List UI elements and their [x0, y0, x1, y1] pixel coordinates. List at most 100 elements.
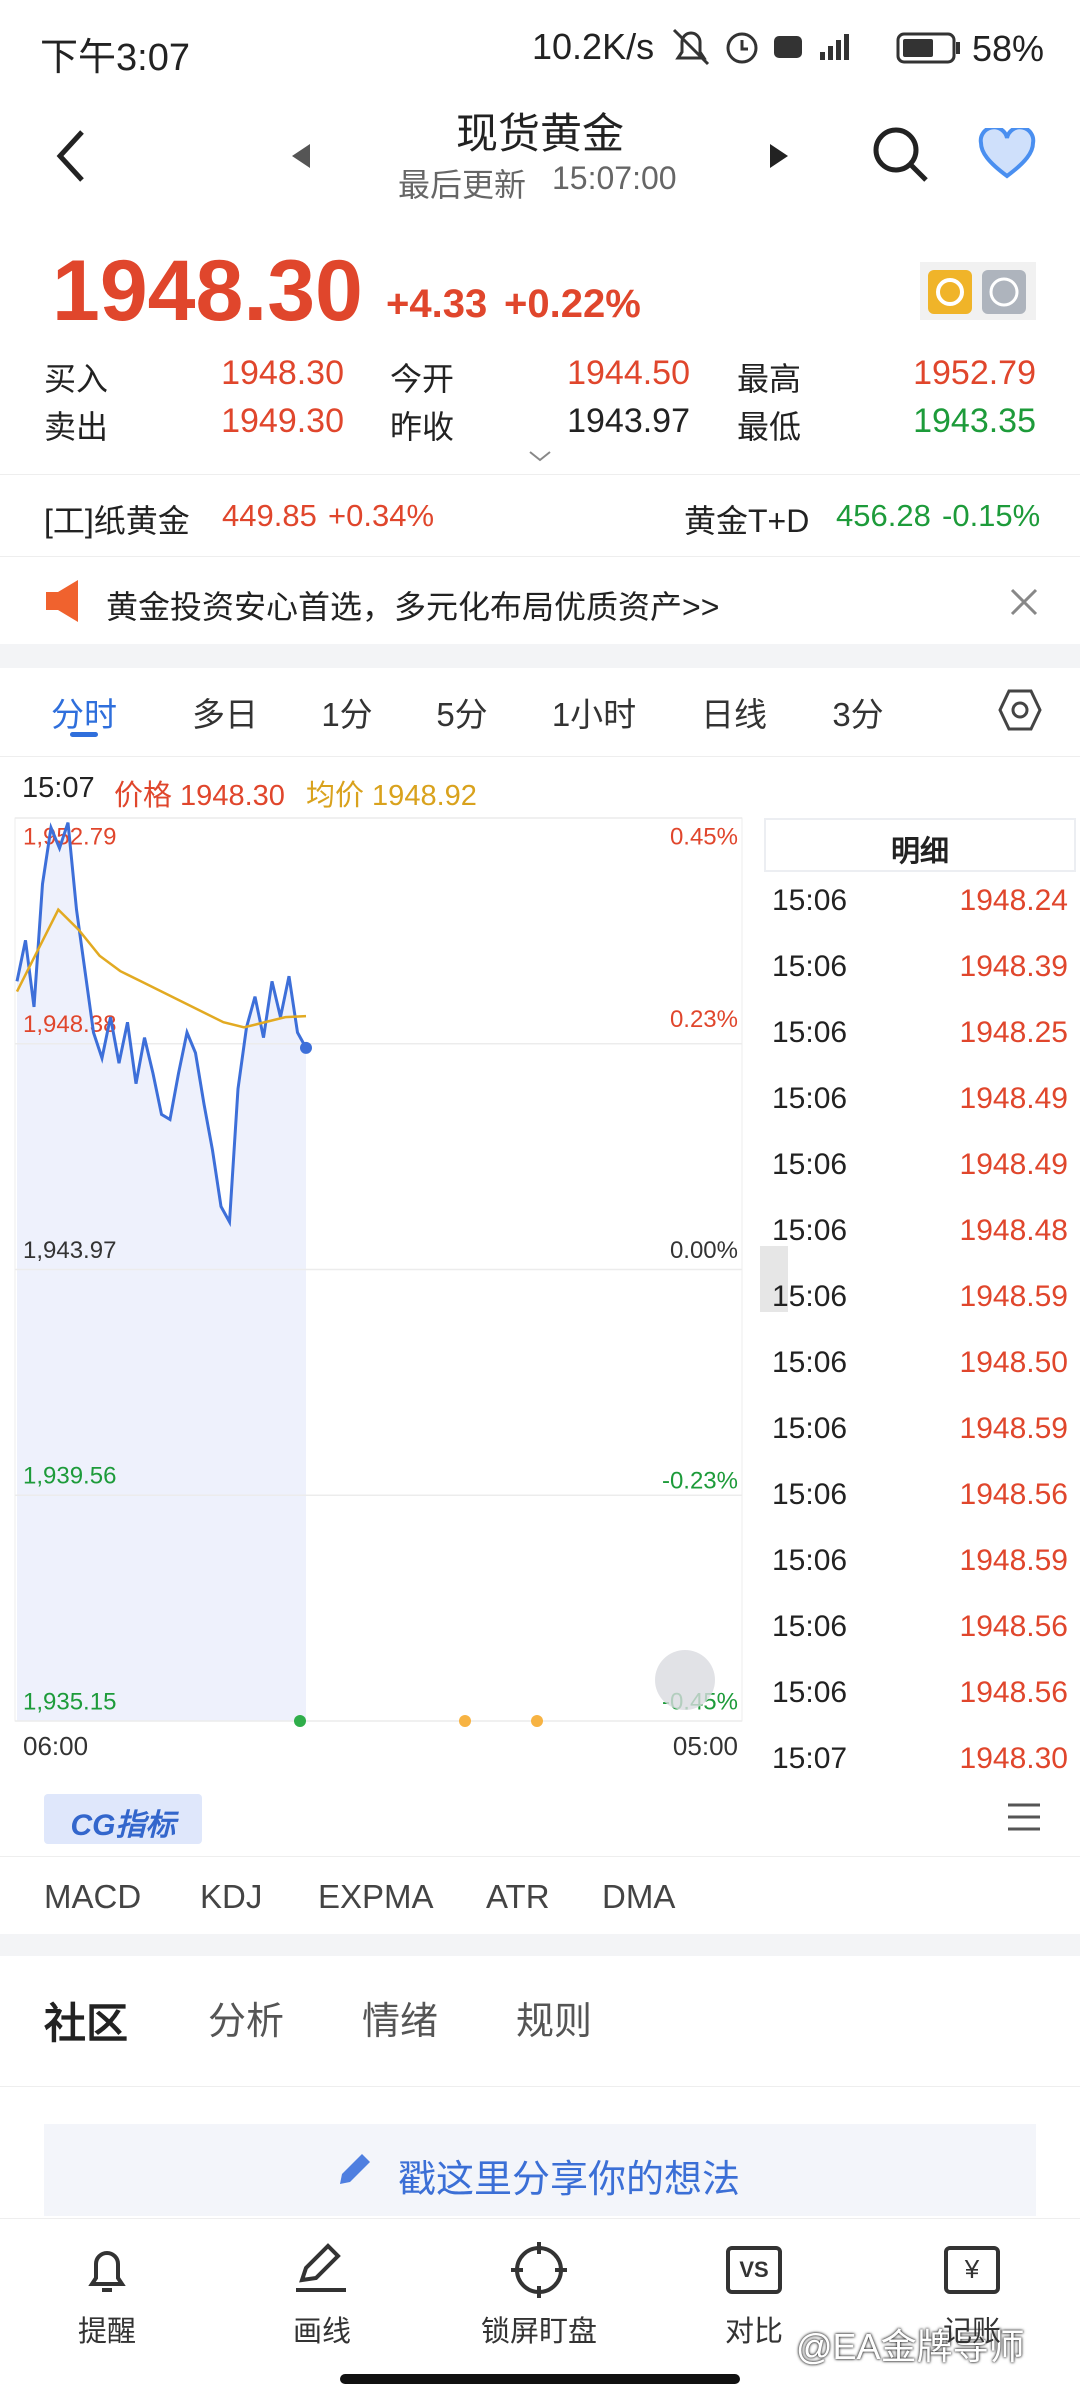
details-title: 明细 [890, 836, 950, 868]
indicator-tab[interactable]: KDJ [200, 1878, 263, 1915]
stat-label: 最高 [737, 361, 802, 397]
stat-label: 今开 [390, 361, 455, 397]
detail-price: 1948.49 [959, 1148, 1068, 1181]
expand-arrow[interactable] [528, 450, 552, 464]
status-icons [672, 28, 960, 66]
svg-text:VS: VS [739, 2257, 768, 2282]
y2-tick-label: -0.23% [662, 1468, 738, 1495]
pencil-icon [340, 2154, 370, 2184]
chart-time: 15:07 [22, 772, 95, 804]
x-label: 06:00 [23, 1731, 88, 1761]
period-tab[interactable]: 分时 [51, 696, 117, 733]
detail-price: 1948.56 [959, 1610, 1068, 1643]
detail-time: 15:06 [772, 1610, 848, 1643]
event-dot [294, 1715, 306, 1727]
close-banner[interactable] [1010, 588, 1038, 616]
detail-time: 15:06 [772, 1346, 848, 1379]
spacer [0, 1934, 1080, 1956]
home-indicator [340, 2374, 740, 2384]
related-value: 449.85 [222, 498, 317, 533]
settings-button[interactable] [998, 688, 1042, 732]
community-tab[interactable]: 情绪 [362, 2001, 439, 2043]
community-tab[interactable]: 分析 [208, 2001, 285, 2043]
y-tick-label: 1,939.56 [23, 1463, 116, 1490]
divider [0, 756, 1080, 757]
y-tick-label: 1,935.15 [23, 1688, 116, 1715]
related-change: -0.15% [942, 498, 1041, 533]
tab-underline [70, 732, 98, 737]
period-tab[interactable]: 多日 [192, 696, 258, 733]
search-button[interactable] [870, 124, 930, 184]
nav-label[interactable]: 记账 [942, 2316, 1002, 2348]
detail-time: 15:06 [772, 1676, 848, 1709]
details-header [764, 818, 1076, 872]
detail-time: 15:06 [772, 1478, 848, 1511]
cg-badge[interactable]: CG指标 [70, 1809, 176, 1842]
detail-price: 1948.39 [959, 950, 1068, 983]
x-label: 05:00 [673, 1731, 738, 1761]
spacer [0, 644, 1080, 668]
detail-time: 15:06 [772, 1214, 848, 1247]
period-tab[interactable]: 日线 [701, 696, 767, 733]
period-tab[interactable]: 1小时 [551, 696, 637, 733]
period-tab[interactable]: 3分 [832, 696, 884, 733]
y2-tick-label: 0.00% [670, 1237, 738, 1264]
input-box[interactable] [44, 2124, 1036, 2216]
next-button[interactable] [768, 142, 790, 170]
detail-time: 15:06 [772, 950, 848, 983]
community-tab[interactable]: 社区 [44, 2000, 129, 2047]
detail-price: 1948.24 [959, 884, 1068, 917]
y-tick-label: 1,948.38 [23, 1011, 116, 1038]
speaker-icon [46, 580, 78, 622]
detail-price: 1948.56 [959, 1676, 1068, 1709]
series-line [15, 907, 307, 1029]
cg-badge-bg[interactable] [44, 1794, 202, 1844]
indicator-tab[interactable]: EXPMA [318, 1878, 434, 1915]
related-name: [工]纸黄金 [44, 503, 190, 539]
input-placeholder[interactable]: 戳这里分享你的想法 [398, 2159, 741, 2201]
nav-label[interactable]: 提醒 [77, 2316, 137, 2348]
banner-text[interactable]: 黄金投资安心首选，多元化布局优质资产>> [106, 589, 720, 625]
community-tab[interactable]: 规则 [516, 2001, 593, 2043]
fullscreen-button [655, 1650, 715, 1710]
indicator-tab[interactable]: ATR [486, 1878, 550, 1915]
indicator-tab[interactable]: DMA [602, 1878, 676, 1915]
stat-value: 1943.35 [913, 402, 1036, 440]
detail-price: 1948.59 [959, 1412, 1068, 1445]
detail-time: 15:06 [772, 884, 848, 917]
period-tab[interactable]: 1分 [321, 696, 373, 733]
detail-price: 1948.59 [959, 1280, 1068, 1313]
detail-price: 1948.25 [959, 1016, 1068, 1049]
y2-tick-label: 0.45% [670, 823, 738, 850]
watermark: @EA金牌导师 [796, 2326, 1025, 2367]
stat-label: 买入 [44, 361, 109, 397]
prev-button[interactable] [290, 142, 312, 170]
event-dot [531, 1715, 543, 1727]
divider [0, 1856, 1080, 1857]
stat-value: 1949.30 [221, 402, 344, 440]
page-title: 现货黄金 [455, 110, 625, 157]
related-name: 黄金T+D [684, 503, 810, 539]
quote-icons[interactable] [918, 260, 1038, 322]
detail-price: 1948.30 [959, 1742, 1068, 1775]
nav-label[interactable]: 画线 [292, 2316, 352, 2348]
divider [0, 556, 1080, 557]
series-line [15, 822, 308, 1228]
stat-label: 卖出 [44, 409, 109, 445]
update-time: 15:07:00 [552, 160, 677, 196]
nav-label[interactable]: 锁屏盯盘 [480, 2316, 598, 2348]
menu-button[interactable] [1006, 1802, 1042, 1832]
chart: 1,935.151,939.561,943.971,948.381,952.79… [14, 817, 743, 1761]
panel-toggle[interactable] [760, 1246, 788, 1312]
favorite-button[interactable] [978, 128, 1036, 180]
change: +4.33 [386, 282, 488, 326]
detail-price: 1948.50 [959, 1346, 1068, 1379]
period-tab[interactable]: 5分 [436, 696, 488, 733]
stat-value: 1943.97 [567, 402, 690, 440]
indicator-tab[interactable]: MACD [44, 1878, 142, 1915]
avg-label: 均价 1948.92 [306, 780, 477, 812]
net-speed: 10.2K/s [532, 26, 655, 67]
nav-label[interactable]: 对比 [724, 2316, 784, 2348]
back-button[interactable] [52, 128, 92, 184]
detail-time: 15:06 [772, 1082, 848, 1115]
